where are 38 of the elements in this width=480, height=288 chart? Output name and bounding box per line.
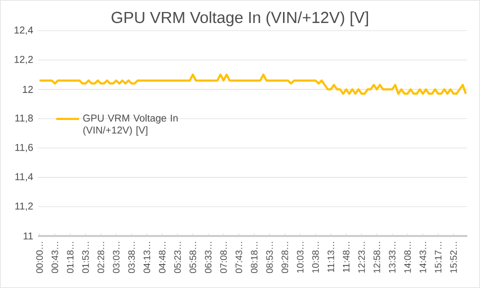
x-tick-label: 07:08… [220,242,227,274]
x-tick-label: 03:38… [128,242,135,274]
x-tick-label: 15:17… [434,242,442,273]
x-tick-label: 08:53… [266,242,273,274]
y-tick-label: 11,4 [15,173,34,182]
x-tick-label: 12:23… [358,242,365,273]
y-tick-label: 11,8 [15,114,33,123]
x-tick-label: 00:43… [52,242,58,274]
y-tick-label: 11,6 [15,144,33,152]
y-tick-label: 11 [24,232,33,240]
y-tick-label: 12,4 [14,26,33,35]
x-tick-label: 04:13… [144,242,150,274]
x-tick-label: 14:43… [420,242,426,273]
x-tick-label: 11:13… [328,242,334,272]
x-tick-label: 10:38… [312,242,319,273]
x-tick-label: 12:58… [374,242,380,273]
x-tick-label: 01:18… [66,242,74,274]
y-tick-label: 12 [22,86,33,93]
x-tick-label: 04:48… [158,242,166,274]
x-tick-label: 08:18… [250,242,258,274]
legend-label: GPU VRM Voltage In (VIN/+12V) [V] [83,114,178,136]
x-tick-label: 11:48… [342,242,350,272]
y-tick-label: 12,2 [14,56,33,64]
x-tick-label: 00:00… [36,242,43,274]
x-tick-label: 03:03… [112,242,120,274]
x-tick-label: 02:28… [98,242,104,274]
x-tick-label: 13:33… [388,242,396,273]
x-tick-label: 01:53… [82,242,89,274]
x-tick-label: 05:23… [174,242,181,274]
x-tick-label: 10:03… [296,242,304,273]
x-tick-label: 07:43… [236,242,242,274]
x-tick-label: 09:28… [282,242,288,274]
x-tick-label: 14:08… [404,242,411,273]
chart-title: GPU VRM Voltage In (VIN/+12V) [V] [112,11,368,26]
y-tick-label: 11,2 [15,202,33,211]
x-tick-label: 06:33… [204,242,212,274]
x-tick-label: 05:58… [190,242,196,274]
x-tick-label: 15:52… [450,242,457,273]
